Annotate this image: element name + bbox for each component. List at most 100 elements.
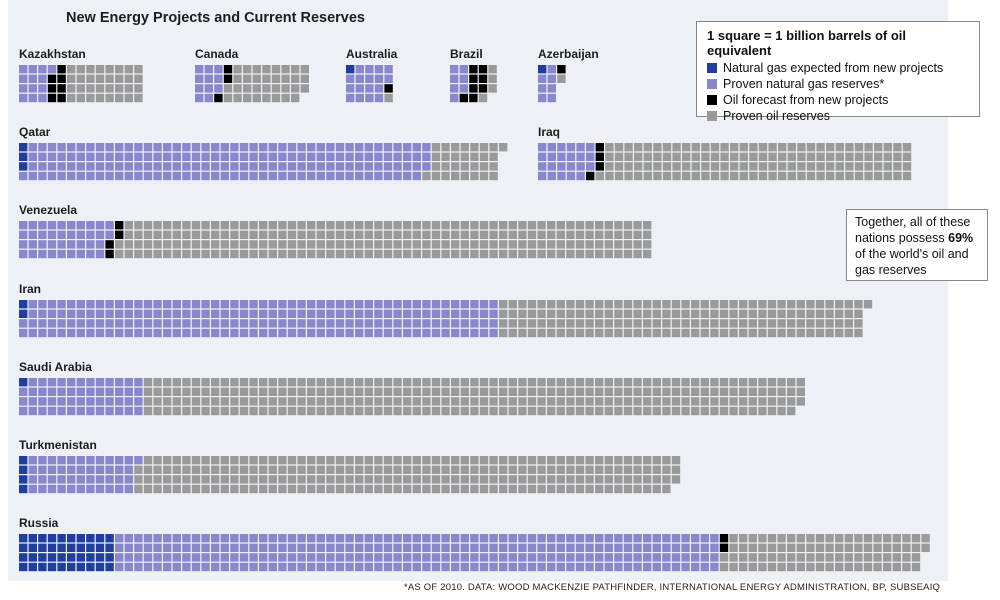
waffle-square <box>787 300 796 309</box>
waffle-square <box>335 162 345 171</box>
waffle-square <box>595 534 604 543</box>
waffle-square <box>163 397 172 406</box>
waffle-square <box>28 152 37 161</box>
waffle-square <box>729 562 738 572</box>
waffle-square <box>19 562 28 572</box>
waffle-square <box>86 240 95 249</box>
waffle-square <box>441 143 450 152</box>
waffle-square <box>470 221 479 230</box>
waffle-square <box>518 475 527 484</box>
waffle-square <box>393 162 402 171</box>
waffle-square <box>537 230 546 239</box>
waffle-square <box>393 406 402 416</box>
waffle-square <box>182 143 191 152</box>
waffle-square <box>623 309 633 318</box>
waffle-square <box>57 309 66 318</box>
waffle-square <box>297 152 306 161</box>
waffle-square <box>57 456 66 465</box>
waffle-square <box>662 543 671 552</box>
waffle-square <box>566 378 575 387</box>
waffle-square <box>307 221 316 230</box>
waffle-square <box>201 387 210 396</box>
waffle-square <box>287 553 297 562</box>
waffle-square <box>259 230 268 239</box>
waffle-square <box>547 387 556 396</box>
waffle-square <box>223 93 233 103</box>
waffle-square <box>451 378 460 387</box>
waffle-square <box>701 171 710 181</box>
waffle-square <box>374 387 383 396</box>
waffle-square <box>67 240 76 249</box>
waffle-square <box>307 387 316 396</box>
waffle-square <box>767 534 777 543</box>
waffle-square <box>230 162 239 171</box>
waffle-square <box>316 534 325 543</box>
waffle-square <box>412 152 421 161</box>
waffle-square <box>383 562 393 572</box>
waffle-square <box>268 378 277 387</box>
waffle-square <box>488 74 497 83</box>
waffle-square <box>441 456 450 465</box>
waffle-square <box>316 378 325 387</box>
waffle-square <box>835 328 844 338</box>
waffle-square <box>556 300 565 309</box>
waffle-square <box>806 300 815 309</box>
waffle-square <box>211 562 220 572</box>
waffle-square <box>527 328 537 338</box>
waffle-square <box>374 456 383 465</box>
waffle-square <box>633 475 642 484</box>
waffle-square <box>393 240 402 249</box>
waffle-square <box>259 319 268 328</box>
waffle-square <box>278 249 287 259</box>
waffle-square <box>191 309 201 318</box>
waffle-square <box>787 406 796 416</box>
waffle-square <box>364 397 373 406</box>
waffle-square <box>134 221 143 230</box>
waffle-square <box>345 230 354 239</box>
waffle-square <box>787 534 796 543</box>
waffle-square <box>441 309 450 318</box>
waffle-square <box>538 65 547 74</box>
waffle-square <box>326 534 335 543</box>
waffle-square <box>153 143 162 152</box>
waffle-square <box>201 543 210 552</box>
waffle-square <box>287 378 297 387</box>
waffle-square <box>586 171 595 181</box>
waffle-square <box>459 74 468 83</box>
waffle-square <box>902 171 912 181</box>
waffle-square <box>451 387 460 396</box>
waffle-square <box>28 171 37 181</box>
waffle-square <box>518 221 527 230</box>
waffle-square <box>182 300 191 309</box>
waffle-square <box>307 143 316 152</box>
waffle-square <box>278 562 287 572</box>
waffle-square <box>47 152 57 161</box>
waffle-square <box>335 543 345 552</box>
waffle-square <box>710 406 719 416</box>
waffle-square <box>383 319 393 328</box>
waffle-square <box>268 152 277 161</box>
waffle-square <box>355 475 364 484</box>
waffle-square <box>19 152 28 161</box>
note-line1: Together, all of these nations possess <box>855 215 971 245</box>
waffle-square <box>211 534 220 543</box>
waffle-square <box>326 152 335 161</box>
waffle-square <box>614 221 623 230</box>
waffle-square <box>719 387 729 396</box>
waffle-square <box>537 534 546 543</box>
waffle-square <box>195 93 204 103</box>
waffle-square <box>38 534 47 543</box>
waffle-square <box>537 465 546 474</box>
waffle-square <box>489 475 498 484</box>
waffle-square <box>163 249 172 259</box>
waffle-square <box>345 152 354 161</box>
waffle-square <box>595 300 604 309</box>
waffle-square <box>566 397 575 406</box>
waffle-square <box>604 543 613 552</box>
waffle-square <box>287 171 297 181</box>
waffle-square <box>527 484 537 494</box>
waffle-square <box>537 309 546 318</box>
waffle-square <box>431 397 441 406</box>
waffle-square <box>691 397 700 406</box>
waffle-square <box>115 65 124 74</box>
